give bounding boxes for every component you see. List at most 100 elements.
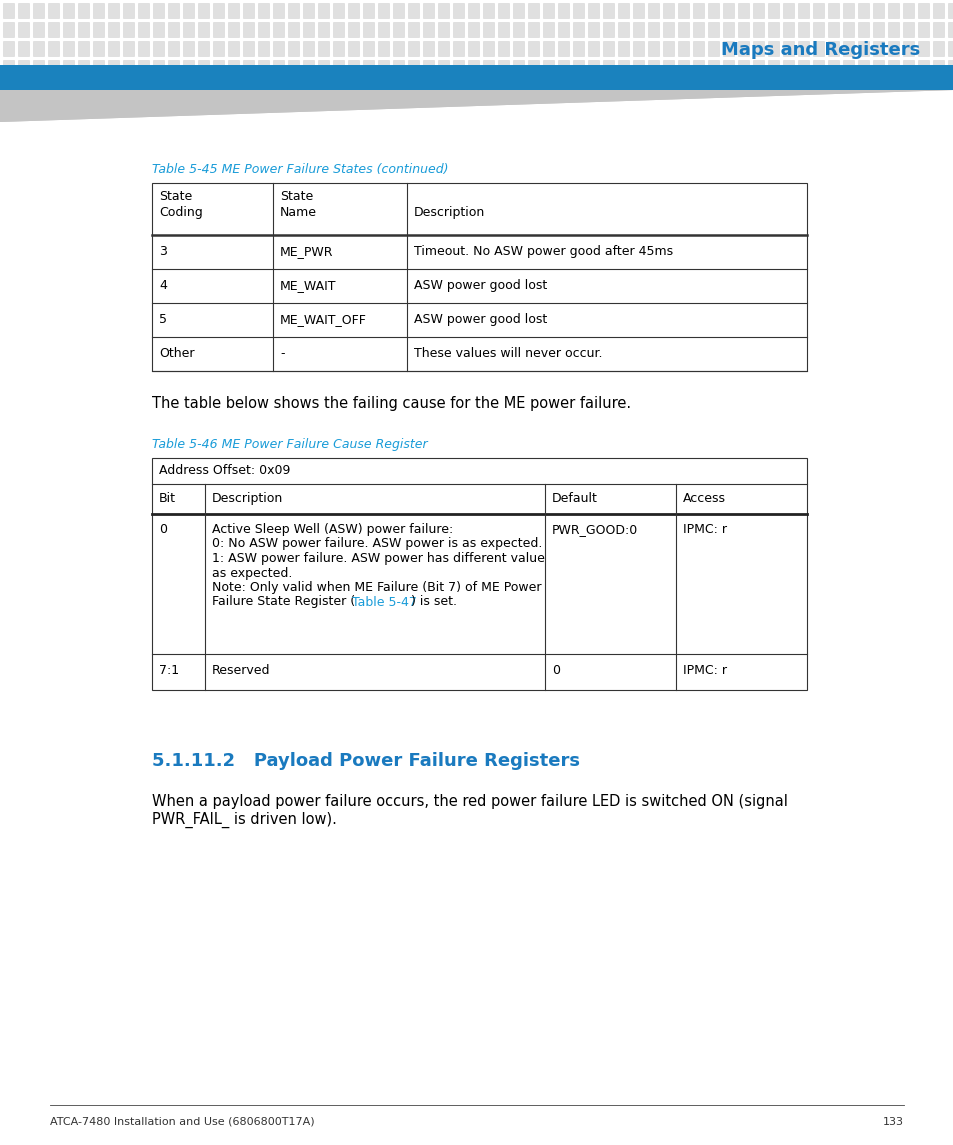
FancyBboxPatch shape <box>33 22 45 38</box>
FancyBboxPatch shape <box>317 22 330 38</box>
FancyBboxPatch shape <box>678 3 689 19</box>
FancyBboxPatch shape <box>198 22 210 38</box>
FancyBboxPatch shape <box>108 60 120 76</box>
Text: Table 5-47: Table 5-47 <box>352 595 416 608</box>
FancyBboxPatch shape <box>363 60 375 76</box>
FancyBboxPatch shape <box>108 3 120 19</box>
FancyBboxPatch shape <box>18 22 30 38</box>
FancyBboxPatch shape <box>842 3 854 19</box>
Text: Name: Name <box>280 206 316 219</box>
FancyBboxPatch shape <box>123 60 135 76</box>
FancyBboxPatch shape <box>393 22 405 38</box>
FancyBboxPatch shape <box>333 3 345 19</box>
FancyBboxPatch shape <box>812 22 824 38</box>
Text: ME_WAIT_OFF: ME_WAIT_OFF <box>280 313 367 326</box>
FancyBboxPatch shape <box>707 3 720 19</box>
FancyBboxPatch shape <box>662 3 675 19</box>
FancyBboxPatch shape <box>48 3 60 19</box>
FancyBboxPatch shape <box>857 3 869 19</box>
FancyBboxPatch shape <box>647 3 659 19</box>
FancyBboxPatch shape <box>573 3 584 19</box>
FancyBboxPatch shape <box>92 3 105 19</box>
FancyBboxPatch shape <box>243 60 254 76</box>
FancyBboxPatch shape <box>542 41 555 57</box>
FancyBboxPatch shape <box>573 60 584 76</box>
FancyBboxPatch shape <box>33 41 45 57</box>
FancyBboxPatch shape <box>393 3 405 19</box>
FancyBboxPatch shape <box>782 41 794 57</box>
FancyBboxPatch shape <box>213 3 225 19</box>
Text: Table 5-45 ME Power Failure States (continued): Table 5-45 ME Power Failure States (cont… <box>152 163 448 176</box>
FancyBboxPatch shape <box>513 41 524 57</box>
Text: 5: 5 <box>159 313 167 326</box>
FancyBboxPatch shape <box>872 41 884 57</box>
FancyBboxPatch shape <box>333 60 345 76</box>
FancyBboxPatch shape <box>243 3 254 19</box>
FancyBboxPatch shape <box>738 60 749 76</box>
FancyBboxPatch shape <box>228 60 240 76</box>
FancyBboxPatch shape <box>513 3 524 19</box>
FancyBboxPatch shape <box>453 60 464 76</box>
FancyBboxPatch shape <box>377 22 390 38</box>
FancyBboxPatch shape <box>707 60 720 76</box>
FancyBboxPatch shape <box>257 41 270 57</box>
FancyBboxPatch shape <box>707 22 720 38</box>
FancyBboxPatch shape <box>902 41 914 57</box>
Text: 7:1: 7:1 <box>159 664 179 677</box>
FancyBboxPatch shape <box>692 60 704 76</box>
FancyBboxPatch shape <box>3 3 15 19</box>
FancyBboxPatch shape <box>857 41 869 57</box>
FancyBboxPatch shape <box>363 22 375 38</box>
Text: Bit: Bit <box>159 492 175 505</box>
FancyBboxPatch shape <box>917 3 929 19</box>
FancyBboxPatch shape <box>932 22 944 38</box>
Text: ASW power good lost: ASW power good lost <box>414 313 547 326</box>
FancyBboxPatch shape <box>468 41 479 57</box>
FancyBboxPatch shape <box>587 3 599 19</box>
FancyBboxPatch shape <box>662 41 675 57</box>
FancyBboxPatch shape <box>887 3 899 19</box>
FancyBboxPatch shape <box>257 60 270 76</box>
FancyBboxPatch shape <box>797 60 809 76</box>
Text: Description: Description <box>212 492 283 505</box>
FancyBboxPatch shape <box>812 60 824 76</box>
FancyBboxPatch shape <box>558 3 569 19</box>
Text: 5.1.11.2   Payload Power Failure Registers: 5.1.11.2 Payload Power Failure Registers <box>152 752 579 769</box>
FancyBboxPatch shape <box>393 41 405 57</box>
FancyBboxPatch shape <box>92 41 105 57</box>
FancyBboxPatch shape <box>138 22 150 38</box>
Text: PWR_FAIL_ is driven low).: PWR_FAIL_ is driven low). <box>152 812 336 828</box>
FancyBboxPatch shape <box>63 22 75 38</box>
Text: PWR_GOOD:0: PWR_GOOD:0 <box>552 523 638 536</box>
FancyBboxPatch shape <box>228 41 240 57</box>
FancyBboxPatch shape <box>797 41 809 57</box>
FancyBboxPatch shape <box>198 3 210 19</box>
FancyBboxPatch shape <box>33 60 45 76</box>
Text: ME_PWR: ME_PWR <box>280 245 334 258</box>
FancyBboxPatch shape <box>842 22 854 38</box>
FancyBboxPatch shape <box>887 22 899 38</box>
FancyBboxPatch shape <box>722 60 734 76</box>
FancyBboxPatch shape <box>633 3 644 19</box>
FancyBboxPatch shape <box>872 22 884 38</box>
FancyBboxPatch shape <box>902 22 914 38</box>
FancyBboxPatch shape <box>573 22 584 38</box>
FancyBboxPatch shape <box>377 60 390 76</box>
FancyBboxPatch shape <box>3 22 15 38</box>
FancyBboxPatch shape <box>303 22 314 38</box>
FancyBboxPatch shape <box>842 41 854 57</box>
Polygon shape <box>0 90 953 123</box>
FancyBboxPatch shape <box>527 22 539 38</box>
Text: 0: 0 <box>552 664 559 677</box>
FancyBboxPatch shape <box>602 22 615 38</box>
FancyBboxPatch shape <box>827 3 840 19</box>
FancyBboxPatch shape <box>827 41 840 57</box>
FancyBboxPatch shape <box>408 3 419 19</box>
FancyBboxPatch shape <box>183 22 194 38</box>
FancyBboxPatch shape <box>422 22 435 38</box>
FancyBboxPatch shape <box>947 22 953 38</box>
FancyBboxPatch shape <box>437 60 450 76</box>
FancyBboxPatch shape <box>872 3 884 19</box>
FancyBboxPatch shape <box>363 3 375 19</box>
FancyBboxPatch shape <box>348 41 359 57</box>
